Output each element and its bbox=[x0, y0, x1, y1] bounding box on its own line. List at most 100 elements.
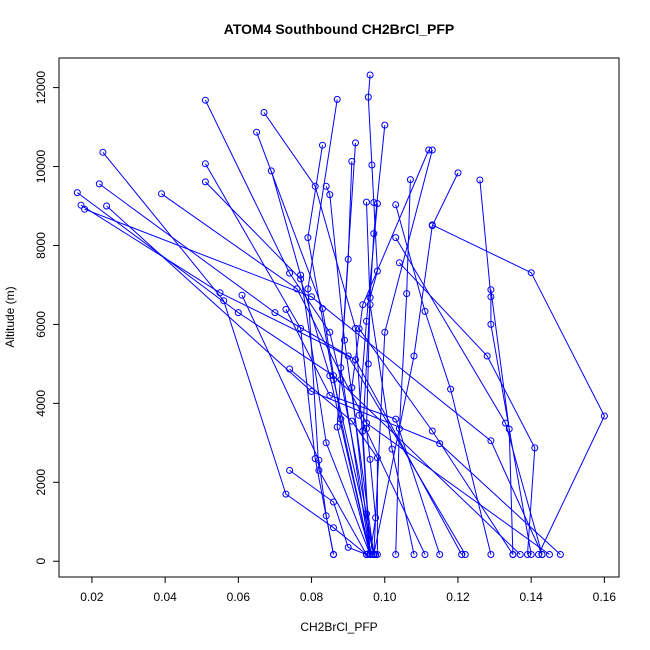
data-point bbox=[330, 372, 337, 380]
profile-line-24 bbox=[366, 202, 415, 555]
data-point bbox=[458, 551, 466, 558]
profile-line-19 bbox=[99, 183, 463, 555]
data-point bbox=[282, 490, 290, 498]
data-point bbox=[425, 146, 433, 154]
data-point bbox=[363, 510, 370, 518]
data-point bbox=[600, 412, 608, 420]
data-point bbox=[395, 259, 403, 267]
chart-title: ATOM4 Southbound CH2BrCl_PFP bbox=[224, 21, 454, 37]
data-point bbox=[322, 182, 330, 190]
data-point bbox=[322, 512, 330, 520]
data-point bbox=[282, 305, 290, 313]
profile-line-35 bbox=[285, 309, 441, 555]
data-point bbox=[322, 439, 330, 447]
data-point bbox=[352, 324, 359, 332]
data-point bbox=[95, 180, 103, 188]
data-point bbox=[330, 498, 337, 506]
data-point bbox=[406, 176, 414, 184]
data-point bbox=[253, 128, 261, 136]
data-point bbox=[315, 466, 323, 474]
profile-line-32 bbox=[490, 289, 514, 555]
data-point bbox=[366, 71, 374, 79]
data-point bbox=[428, 427, 436, 435]
data-point bbox=[348, 384, 356, 392]
data-point bbox=[304, 285, 312, 293]
data-point bbox=[344, 352, 352, 360]
data-point bbox=[487, 293, 495, 301]
data-point bbox=[381, 121, 389, 129]
data-point bbox=[348, 157, 356, 165]
data-point bbox=[77, 201, 85, 209]
data-point bbox=[286, 365, 294, 373]
data-point bbox=[373, 267, 381, 275]
data-point bbox=[395, 425, 403, 433]
data-point bbox=[392, 234, 400, 242]
profile-line-34 bbox=[241, 294, 334, 555]
data-point bbox=[392, 201, 400, 209]
data-point bbox=[527, 551, 535, 558]
data-point bbox=[311, 182, 319, 190]
x-axis-label: CH2BrCl_PFP bbox=[300, 620, 377, 634]
data-point bbox=[410, 551, 418, 558]
data-point bbox=[531, 444, 539, 452]
data-point bbox=[158, 190, 165, 198]
data-point bbox=[556, 551, 564, 558]
data-point bbox=[372, 514, 380, 522]
profile-line-9 bbox=[351, 149, 430, 555]
data-point bbox=[103, 202, 111, 210]
data-point bbox=[333, 423, 341, 431]
data-point bbox=[421, 307, 429, 315]
data-point bbox=[363, 198, 370, 206]
profile-line-36 bbox=[289, 368, 378, 555]
x-tick-label: 0.12 bbox=[446, 590, 470, 604]
data-point bbox=[505, 425, 513, 433]
data-point bbox=[527, 269, 535, 277]
data-point bbox=[326, 372, 334, 380]
data-point bbox=[238, 291, 246, 299]
data-point bbox=[373, 200, 381, 208]
data-point bbox=[267, 167, 275, 175]
profile-line-6 bbox=[256, 132, 371, 555]
profile-line-33 bbox=[399, 262, 536, 555]
data-point bbox=[319, 305, 326, 313]
data-point bbox=[319, 141, 326, 149]
data-point bbox=[410, 352, 418, 360]
data-point bbox=[344, 543, 352, 551]
data-point bbox=[220, 297, 228, 305]
x-tick-label: 0.04 bbox=[153, 590, 177, 604]
data-point bbox=[326, 328, 334, 336]
profile-line-27 bbox=[432, 224, 605, 555]
profile-line-11 bbox=[102, 151, 367, 555]
data-point bbox=[363, 317, 370, 325]
data-point bbox=[337, 415, 345, 423]
data-point bbox=[366, 294, 374, 302]
plot-area bbox=[73, 71, 608, 558]
data-point bbox=[487, 286, 495, 294]
data-point bbox=[538, 551, 546, 558]
data-point bbox=[428, 146, 436, 154]
data-point bbox=[403, 290, 411, 298]
data-point bbox=[337, 376, 345, 384]
data-point bbox=[373, 454, 381, 462]
data-point bbox=[286, 269, 294, 277]
profile-line-21 bbox=[77, 192, 521, 555]
data-point bbox=[483, 352, 491, 360]
data-point bbox=[364, 93, 372, 101]
profile-line-29 bbox=[395, 237, 543, 555]
data-point bbox=[368, 161, 376, 169]
data-point bbox=[359, 427, 367, 435]
data-point bbox=[286, 466, 294, 474]
x-tick-label: 0.08 bbox=[300, 590, 324, 604]
data-point bbox=[370, 551, 378, 558]
data-point bbox=[260, 109, 268, 116]
data-point bbox=[330, 376, 337, 384]
x-tick-label: 0.06 bbox=[227, 590, 251, 604]
data-point bbox=[344, 255, 352, 263]
data-point bbox=[297, 275, 305, 283]
data-point bbox=[364, 360, 372, 368]
y-tick-label: 4000 bbox=[34, 390, 48, 417]
data-point bbox=[81, 205, 89, 213]
data-point bbox=[436, 440, 444, 448]
data-point bbox=[370, 199, 378, 206]
